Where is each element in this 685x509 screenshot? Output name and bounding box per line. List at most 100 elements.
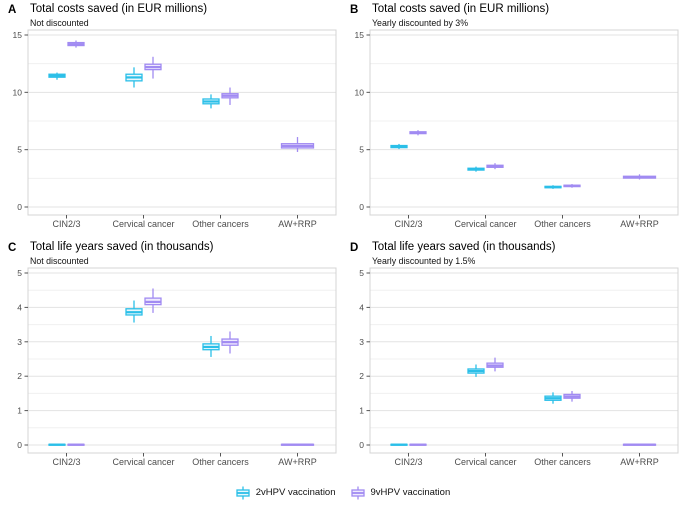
gridlines-minor: [370, 289, 678, 429]
box-9v-cat2: [563, 184, 581, 188]
y-tick-label: 5: [359, 145, 364, 155]
boxplot-canvas-a: 0 5 10 15 CIN2/3 Cervical cancer Other cancers…: [13, 29, 337, 229]
box-9v-cat0: [409, 130, 427, 136]
y-tick-label: 4: [17, 302, 22, 312]
x-category-label: Cervical cancer: [112, 219, 174, 229]
box-2v-cat1: [125, 300, 143, 323]
x-category-label: CIN2/3: [52, 457, 80, 467]
y-tick-label: 15: [13, 30, 23, 40]
panel-a: 0 5 10 15 CIN2/3 Cervical cancer Other cancers…: [0, 0, 342, 238]
y-tick-label: 0: [17, 440, 22, 450]
y-tick-label: 15: [355, 30, 365, 40]
y-tick-label: 0: [359, 440, 364, 450]
y-tick-label: 3: [359, 337, 364, 347]
gridlines-minor: [370, 63, 678, 179]
box-2v-cat0: [390, 443, 408, 446]
box-2v-cat0: [48, 443, 66, 446]
y-tick-label: 1: [17, 406, 22, 416]
y-tick-label: 2: [17, 371, 22, 381]
y-axis: 0 5 10 15: [355, 30, 370, 212]
x-category-label: CIN2/3: [394, 219, 422, 229]
y-tick-label: 10: [13, 87, 23, 97]
x-axis: CIN2/3 Cervical cancer Other cancers AW+RRP: [394, 215, 659, 229]
box-2v-cat2: [202, 94, 220, 109]
panel-d: 0 1 2 3 4 5 CIN2/3 Cervical cancer Other cancers…: [342, 238, 685, 476]
box-9v-cat2: [221, 331, 239, 354]
boxplot-canvas-d: 0 1 2 3 4 5 CIN2/3 Cervical cancer Other cancers…: [359, 267, 679, 467]
y-axis: 0 1 2 3 4 5: [17, 268, 28, 450]
panel-grid: 0 5 10 15 CIN2/3 Cervical cancer Other cancers…: [0, 0, 685, 476]
box-9v-cat3: [280, 137, 315, 152]
y-axis: 0 1 2 3 4 5: [359, 268, 370, 450]
legend-boxplot-key-icon: [350, 486, 365, 499]
x-category-label: AW+RRP: [620, 457, 658, 467]
y-tick-label: 5: [359, 268, 364, 278]
box-9v-cat3: [622, 443, 657, 446]
x-category-label: CIN2/3: [394, 457, 422, 467]
box-9v-cat1: [486, 163, 504, 170]
box-2v-cat0: [390, 143, 408, 150]
legend-item-2v: 2vHPV vaccination: [235, 485, 336, 501]
box-2v-cat1: [467, 364, 485, 377]
boxplots: [48, 288, 315, 446]
gridlines-minor: [28, 289, 336, 429]
boxplot-canvas-b: 0 5 10 15 CIN2/3 Cervical cancer Other cancers…: [355, 29, 679, 229]
y-tick-label: 3: [17, 337, 22, 347]
box-2v-cat2: [544, 185, 562, 189]
y-axis: 0 5 10 15: [13, 30, 28, 212]
gridlines-minor: [28, 63, 336, 179]
legend-label: 2vHPV vaccination: [255, 487, 336, 498]
panel-border: [27, 29, 337, 216]
y-tick-label: 5: [17, 268, 22, 278]
box-9v-cat1: [144, 56, 162, 79]
x-axis: CIN2/3 Cervical cancer Other cancers AW+RRP: [52, 453, 317, 467]
panel-border: [369, 267, 679, 454]
x-category-label: AW+RRP: [620, 219, 658, 229]
box-2v-cat0: [48, 72, 66, 80]
x-category-label: Other cancers: [192, 219, 249, 229]
box-2v-cat2: [544, 392, 562, 404]
box-2v-cat1: [467, 166, 485, 172]
x-category-label: Cervical cancer: [454, 457, 516, 467]
y-tick-label: 2: [359, 371, 364, 381]
y-tick-label: 0: [359, 202, 364, 212]
box-2v-cat1: [125, 67, 143, 88]
gridlines-major: [28, 34, 336, 208]
x-category-label: AW+RRP: [278, 219, 316, 229]
y-tick-label: 4: [359, 302, 364, 312]
x-axis: CIN2/3 Cervical cancer Other cancers AW+RRP: [394, 453, 659, 467]
x-category-label: Other cancers: [534, 457, 591, 467]
y-tick-label: 5: [17, 145, 22, 155]
panel-c: 0 1 2 3 4 5 CIN2/3 Cervical cancer Other cancers…: [0, 238, 342, 476]
box-9v-cat3: [622, 174, 657, 180]
box-9v-cat3: [280, 443, 315, 446]
box-9v-cat2: [221, 87, 239, 105]
x-category-label: Other cancers: [534, 219, 591, 229]
y-tick-label: 10: [355, 87, 365, 97]
panel-b: 0 5 10 15 CIN2/3 Cervical cancer Other cancers…: [342, 0, 685, 238]
y-tick-label: 0: [17, 202, 22, 212]
boxplots: [390, 130, 657, 189]
box-2v-cat2: [202, 335, 220, 357]
x-category-label: AW+RRP: [278, 457, 316, 467]
box-9v-cat0: [67, 40, 85, 48]
legend-label: 9vHPV vaccination: [370, 487, 451, 498]
box-9v-cat0: [67, 443, 85, 446]
box-9v-cat1: [486, 357, 504, 372]
legend: 2vHPV vaccination 9vHPV vaccination: [0, 476, 685, 509]
boxplots: [390, 357, 657, 446]
box-9v-cat0: [409, 443, 427, 446]
boxplot-canvas-c: 0 1 2 3 4 5 CIN2/3 Cervical cancer Other cancers…: [17, 267, 337, 467]
x-category-label: Cervical cancer: [112, 457, 174, 467]
x-category-label: Cervical cancer: [454, 219, 516, 229]
box-9v-cat2: [563, 390, 581, 402]
boxplots: [48, 40, 315, 152]
gridlines-major: [370, 34, 678, 208]
x-category-label: CIN2/3: [52, 219, 80, 229]
x-category-label: Other cancers: [192, 457, 249, 467]
legend-boxplot-key-icon: [236, 486, 250, 499]
panel-border: [369, 29, 679, 216]
box-9v-cat1: [144, 288, 162, 313]
x-axis: CIN2/3 Cervical cancer Other cancers AW+RRP: [52, 215, 317, 229]
